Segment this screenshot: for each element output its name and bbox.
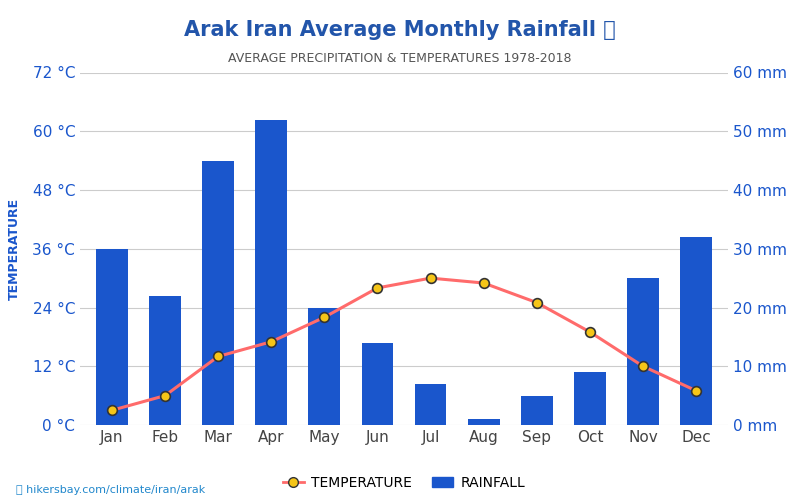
Bar	[202, 160, 234, 425]
Bar	[96, 248, 128, 425]
Bar	[574, 372, 606, 425]
Text: AVERAGE PRECIPITATION & TEMPERATURES 1978-2018: AVERAGE PRECIPITATION & TEMPERATURES 197…	[228, 52, 572, 66]
Bar	[308, 308, 340, 425]
Y-axis label: TEMPERATURE: TEMPERATURE	[8, 198, 22, 300]
Text: 📍 hikersbay.com/climate/iran/arak: 📍 hikersbay.com/climate/iran/arak	[16, 485, 206, 495]
Text: Arak Iran Average Monthly Rainfall 🌧: Arak Iran Average Monthly Rainfall 🌧	[184, 20, 616, 40]
Bar	[680, 237, 712, 425]
Bar	[362, 343, 394, 425]
Legend: TEMPERATURE, RAINFALL: TEMPERATURE, RAINFALL	[278, 470, 530, 496]
Bar	[414, 384, 446, 425]
Bar	[149, 296, 181, 425]
Bar	[468, 419, 500, 425]
Bar	[521, 396, 553, 425]
Bar	[255, 120, 287, 425]
Y-axis label: Precipitation: Precipitation	[798, 204, 800, 294]
Bar	[627, 278, 659, 425]
